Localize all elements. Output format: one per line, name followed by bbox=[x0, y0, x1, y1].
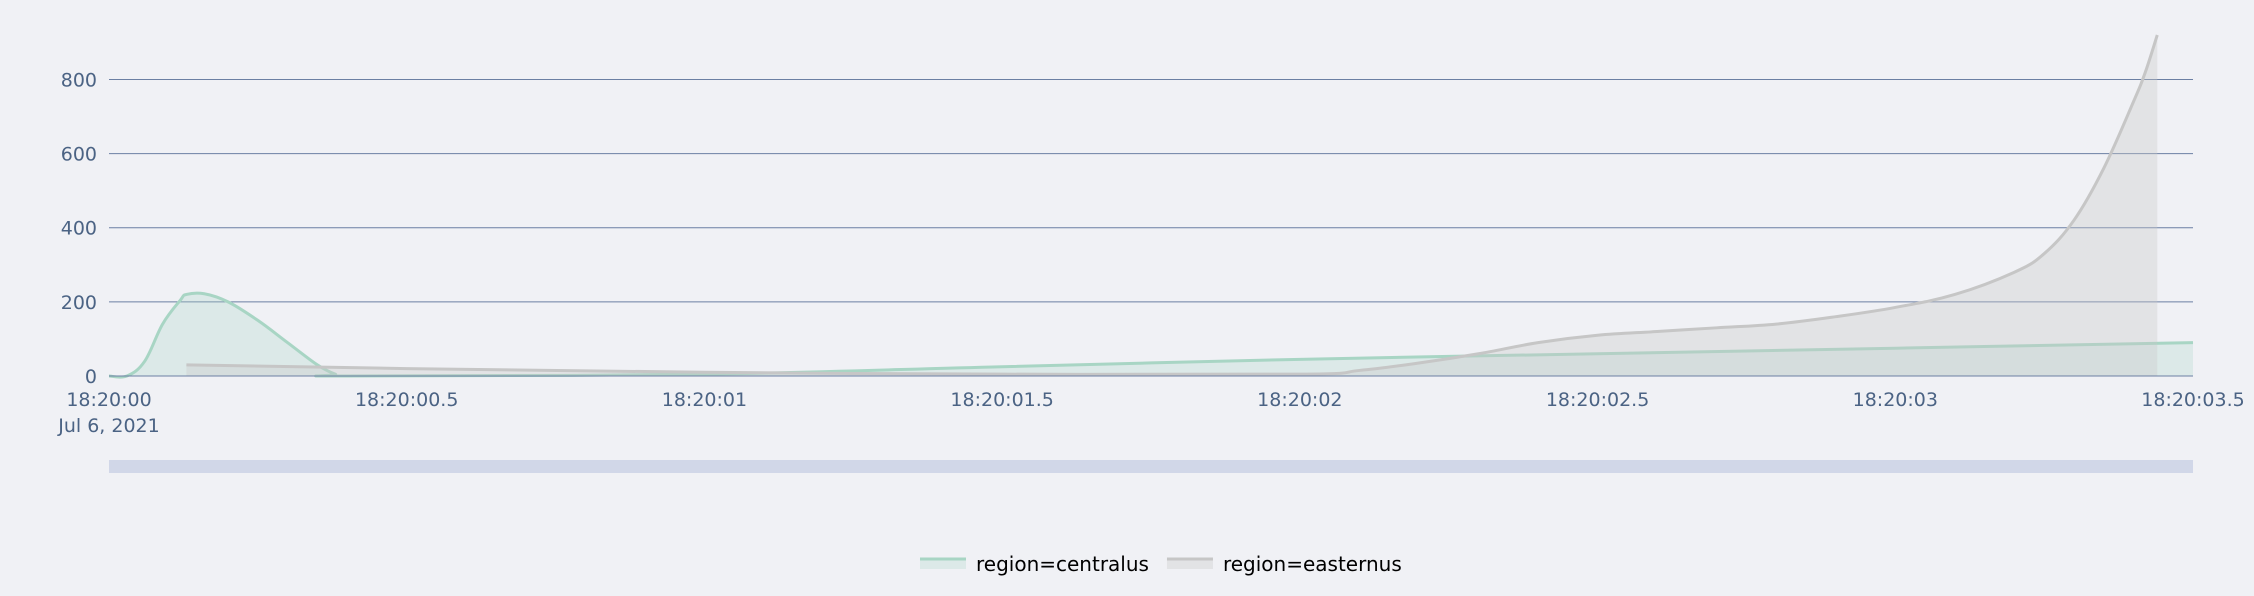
x-tick-label: 18:20:03 bbox=[1853, 389, 1938, 411]
x-axis-date-label: Jul 6, 2021 bbox=[57, 415, 160, 437]
x-tick-label: 18:20:00 bbox=[66, 389, 151, 411]
x-axis: 18:20:00 18:20:00.5 18:20:01 18:20:01.5 18:2… bbox=[66, 389, 2244, 411]
legend-item-label[interactable]: region=centralus bbox=[976, 552, 1149, 576]
y-tick-label: 0 bbox=[85, 366, 97, 388]
series-layer bbox=[108, 34, 2194, 379]
series-area-0 bbox=[109, 293, 2193, 378]
y-tick-label: 200 bbox=[61, 292, 97, 314]
legend-swatch-fill bbox=[920, 559, 966, 569]
range-slider[interactable] bbox=[109, 460, 2193, 473]
y-tick-label: 600 bbox=[61, 144, 97, 166]
x-tick-label: 18:20:03.5 bbox=[2141, 389, 2244, 411]
legend-item-label[interactable]: region=easternus bbox=[1223, 552, 1402, 576]
y-axis: 0 200 400 600 800 bbox=[61, 69, 97, 388]
y-tick-label: 400 bbox=[61, 218, 97, 240]
x-tick-label: 18:20:02 bbox=[1257, 389, 1342, 411]
x-tick-label: 18:20:02.5 bbox=[1546, 389, 1649, 411]
legend: region=centralus region=easternus bbox=[920, 552, 1402, 576]
series-area-1 bbox=[186, 35, 2158, 376]
x-tick-label: 18:20:01 bbox=[662, 389, 747, 411]
series-line-1 bbox=[186, 34, 2159, 377]
x-tick-label: 18:20:00.5 bbox=[355, 389, 458, 411]
x-tick-label: 18:20:01.5 bbox=[950, 389, 1053, 411]
gridlines bbox=[109, 78, 2193, 303]
y-tick-label: 800 bbox=[61, 69, 97, 91]
legend-swatch-fill bbox=[1166, 559, 1213, 569]
